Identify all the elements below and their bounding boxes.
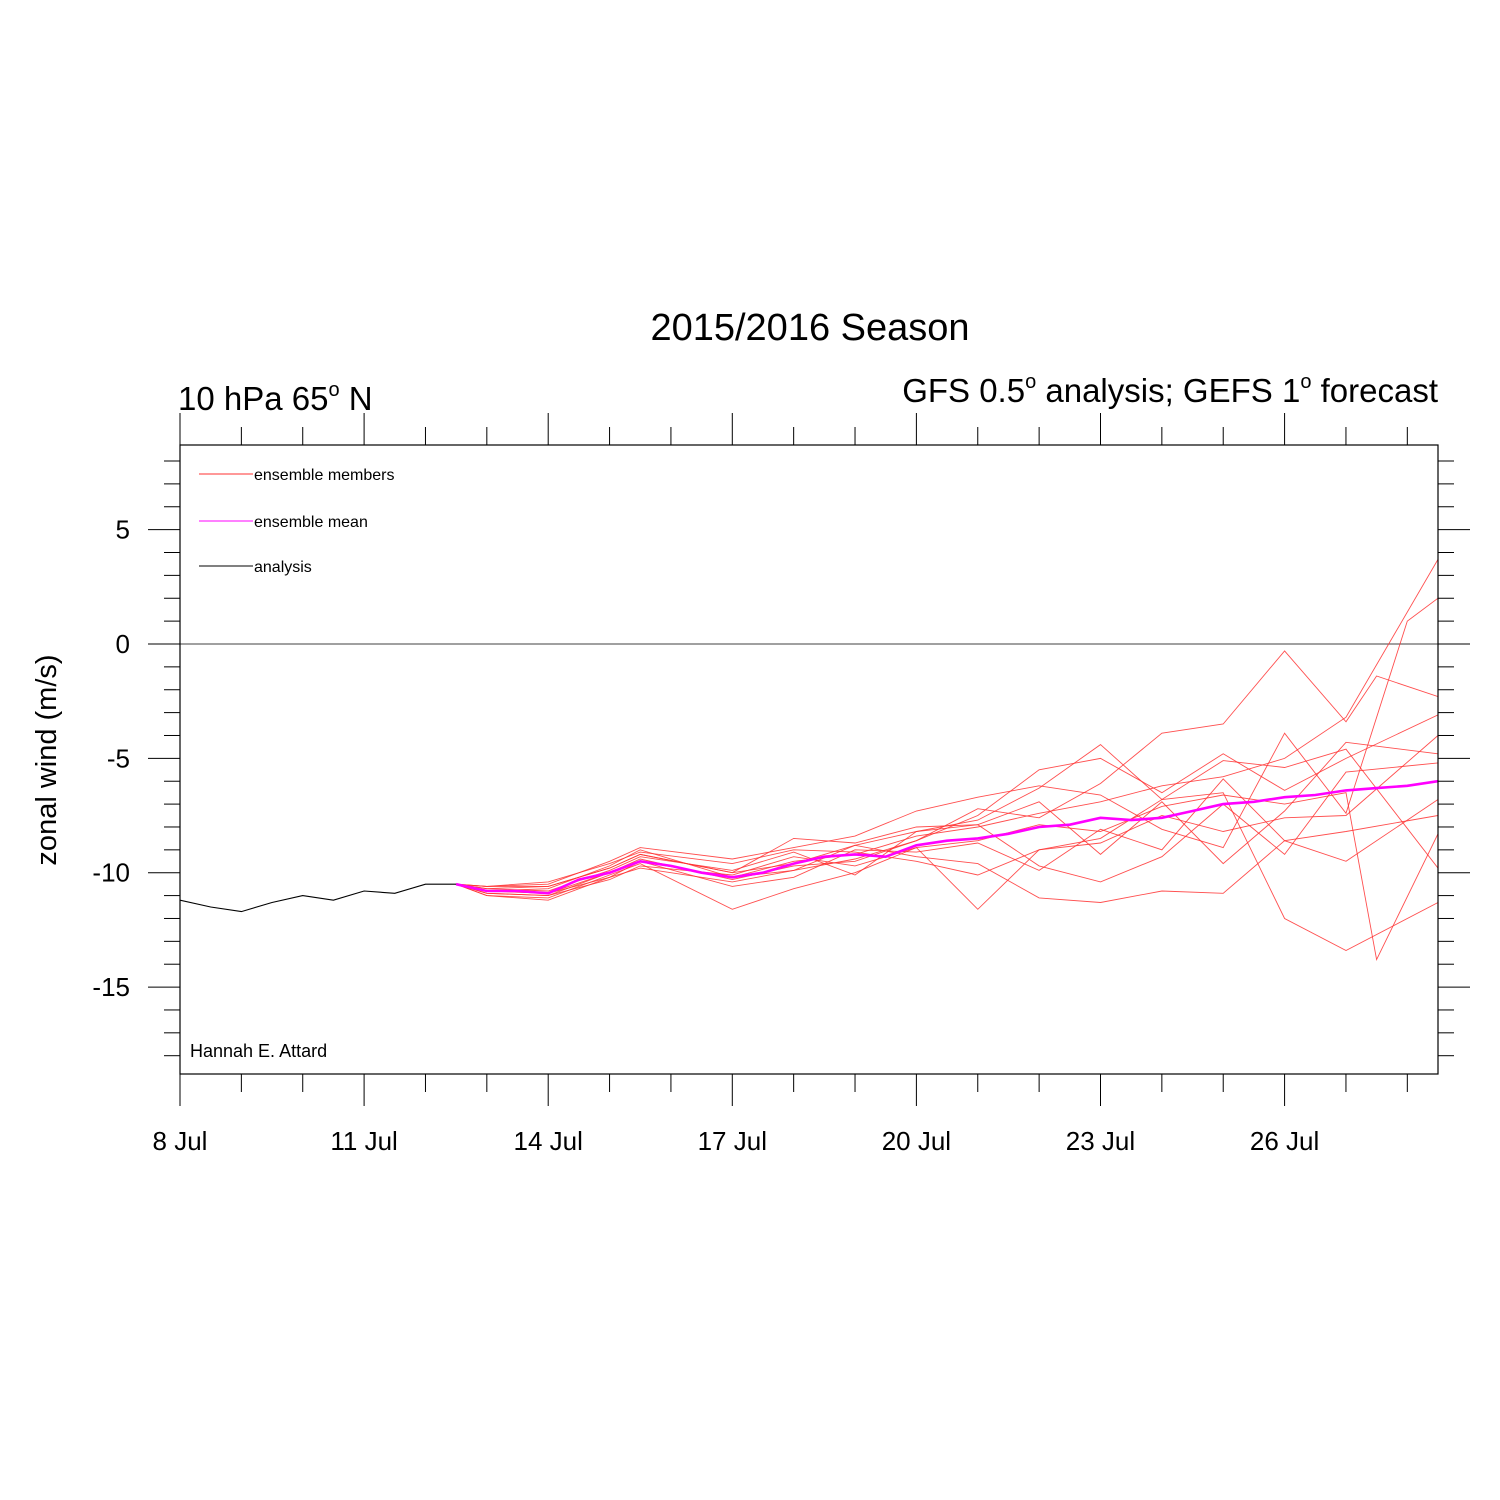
- x-tick-labels: 8 Jul 11 Jul 14 Jul 17 Jul 20 Jul 23 Jul 26 Ju…: [153, 1126, 1320, 1156]
- ensemble-member-line-6: [456, 650, 1438, 894]
- y-tick-labels: 5 0 -5 -10 -15: [92, 515, 130, 1002]
- x-tick-label: 14 Jul: [513, 1126, 582, 1156]
- ensemble-member-line-3: [456, 744, 1438, 890]
- y-tick-label: -15: [92, 972, 130, 1002]
- degree-sup: o: [328, 379, 339, 401]
- plot-frame: [179, 444, 1439, 1075]
- x-tick-label: 11 Jul: [330, 1126, 397, 1156]
- ensemble-member-line-8: [456, 597, 1438, 887]
- legend-label-2: ensemble mean: [254, 514, 368, 531]
- legend-label-1: ensemble members: [254, 467, 395, 484]
- legend: ensemble members ensemble mean analysis: [199, 467, 395, 576]
- ensemble-member-line-11: [456, 778, 1438, 894]
- ensemble-member-line-12: [456, 741, 1438, 887]
- subtitle-right: GFS 0.5o analysis; GEFS 1o forecast: [902, 371, 1438, 409]
- x-tick-label: 17 Jul: [698, 1126, 767, 1156]
- ensemble-member-line-9: [455, 792, 1438, 962]
- x-tick-label: 26 Jul: [1250, 1126, 1319, 1156]
- ensemble-member-line-2: [455, 559, 1438, 897]
- ensemble-member-line-4: [456, 735, 1438, 887]
- y-tick-label: -5: [107, 743, 130, 773]
- ticks-layer: [148, 413, 1470, 1106]
- legend-label-3: analysis: [254, 559, 312, 576]
- y-tick-label: 0: [116, 629, 130, 659]
- ensemble-member-line-10: [456, 762, 1438, 892]
- y-tick-label: 5: [116, 515, 130, 545]
- x-tick-label: 23 Jul: [1066, 1126, 1135, 1156]
- y-axis-label: zonal wind (m/s): [31, 654, 63, 865]
- credit-text: Hannah E. Attard: [190, 1041, 327, 1061]
- x-tick-label: 8 Jul: [153, 1126, 208, 1156]
- analysis-line: [180, 883, 457, 913]
- series-layer: [180, 559, 1438, 962]
- x-tick-label: 20 Jul: [882, 1126, 951, 1156]
- ensemble-member-line-7: [456, 815, 1438, 903]
- chart-title: 2015/2016 Season: [650, 307, 969, 349]
- y-tick-label: -10: [92, 858, 130, 888]
- ensemble-mean-line: [455, 779, 1438, 895]
- subtitle-left: 10 hPa 65o N: [178, 379, 373, 417]
- ensemble-member-line-5: [455, 792, 1438, 952]
